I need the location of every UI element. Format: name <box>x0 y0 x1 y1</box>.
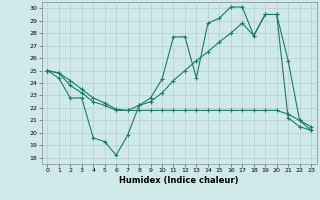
X-axis label: Humidex (Indice chaleur): Humidex (Indice chaleur) <box>119 176 239 185</box>
